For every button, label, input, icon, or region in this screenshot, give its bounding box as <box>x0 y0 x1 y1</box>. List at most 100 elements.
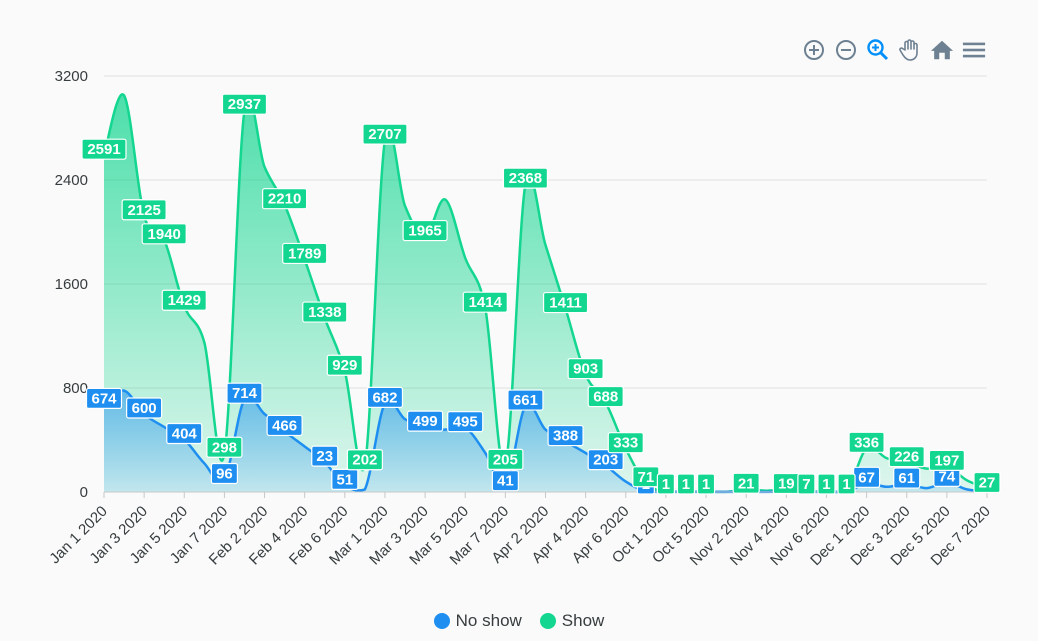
y-tick-label: 0 <box>80 484 88 501</box>
data-label-box <box>507 389 544 411</box>
data-label-box <box>487 448 524 470</box>
data-label-box <box>447 411 484 433</box>
data-label-text: 202 <box>352 452 377 469</box>
data-label-box <box>542 291 589 314</box>
y-tick-label: 1600 <box>55 276 88 293</box>
data-label: 2368 <box>502 167 549 189</box>
data-label-text: 19 <box>778 476 795 493</box>
data-label-box <box>656 473 676 495</box>
home-icon[interactable] <box>930 38 954 62</box>
data-label-text: 67 <box>858 469 875 486</box>
data-label-box <box>282 242 328 265</box>
data-label: 1940 <box>141 223 187 245</box>
data-label-text: 674 <box>91 390 117 407</box>
data-label-text: 1338 <box>308 304 341 321</box>
data-label: 21 <box>732 472 760 494</box>
data-label: 1429 <box>161 289 207 311</box>
zoom-out-icon[interactable] <box>834 38 858 62</box>
data-label-box <box>221 93 268 115</box>
data-label-text: 1965 <box>408 223 441 240</box>
data-label-text: 71 <box>637 469 654 486</box>
data-label-text: 2125 <box>127 202 160 219</box>
data-label-box <box>346 449 383 471</box>
data-label: 2937 <box>221 93 268 115</box>
data-label-box <box>141 223 187 245</box>
data-label-box <box>166 422 203 445</box>
data-label-box <box>797 473 816 495</box>
y-tick-label: 2400 <box>55 172 88 189</box>
data-label: 1 <box>696 473 716 495</box>
data-label-text: 51 <box>336 471 353 488</box>
data-label: 7 <box>797 473 816 495</box>
data-label-box <box>732 472 760 494</box>
data-label-text: 298 <box>212 439 237 456</box>
chart-toolbar <box>802 38 986 62</box>
data-label-text: 27 <box>979 474 996 491</box>
data-label-text: 96 <box>216 466 233 483</box>
data-label-text: 714 <box>232 385 258 402</box>
legend-marker-show <box>539 613 556 629</box>
data-label-text: 74 <box>939 468 956 485</box>
data-label: 1 <box>656 473 676 495</box>
data-label: 929 <box>326 354 363 376</box>
data-label-text: 41 <box>497 473 514 490</box>
data-label-text: 1940 <box>148 226 181 243</box>
pan-hand-icon[interactable] <box>898 38 922 62</box>
data-label: 61 <box>893 467 921 489</box>
data-label-box <box>676 473 696 495</box>
legend-item-show[interactable]: Show <box>539 611 605 631</box>
data-label-box <box>406 410 444 432</box>
data-label-box <box>502 167 549 189</box>
data-label-box <box>817 473 836 495</box>
data-label: 67 <box>852 466 881 488</box>
data-label-text: 203 <box>593 452 618 469</box>
data-label-box <box>893 467 921 489</box>
data-label-box <box>262 188 308 210</box>
selection-zoom-icon[interactable] <box>866 38 890 62</box>
data-label: 688 <box>587 385 624 408</box>
y-tick-label: 800 <box>63 380 88 397</box>
data-label-text: 466 <box>272 417 297 434</box>
data-label-box <box>126 397 163 419</box>
data-label-text: 2591 <box>87 141 120 158</box>
data-label-box <box>848 431 885 453</box>
data-label: 682 <box>366 386 404 408</box>
data-label-text: 61 <box>898 470 915 487</box>
data-label: 674 <box>85 387 123 409</box>
data-label-box <box>587 385 624 408</box>
data-label-text: 336 <box>854 434 879 451</box>
data-label-box <box>206 436 243 458</box>
data-label-box <box>362 123 408 145</box>
data-label-text: 682 <box>372 389 397 406</box>
menu-icon[interactable] <box>962 38 986 62</box>
legend-label: Show <box>561 611 605 630</box>
data-label-box <box>587 449 624 471</box>
data-label: 903 <box>567 358 604 380</box>
data-label: 71 <box>632 466 660 488</box>
data-label-box <box>547 424 584 447</box>
data-label: 1338 <box>302 301 348 323</box>
zoom-in-icon[interactable] <box>802 38 826 62</box>
data-label-text: 197 <box>934 452 959 469</box>
data-label: 388 <box>547 424 584 447</box>
data-label-box <box>462 291 508 313</box>
y-tick-label: 3200 <box>55 68 88 85</box>
data-label: 19 <box>772 472 800 495</box>
data-label-box <box>837 473 856 495</box>
data-label: 226 <box>888 446 925 468</box>
data-label: 495 <box>447 411 484 433</box>
data-label: 1 <box>837 473 856 495</box>
legend-item-no-show[interactable]: No show <box>433 611 522 631</box>
data-label-text: 404 <box>172 425 198 442</box>
data-label-text: 1 <box>842 476 850 493</box>
data-label: 1414 <box>462 291 508 313</box>
data-label: 298 <box>206 436 243 458</box>
data-label: 2125 <box>121 199 167 221</box>
data-label-box <box>607 432 644 454</box>
data-label-text: 1 <box>822 476 830 493</box>
data-label: 41 <box>491 470 519 492</box>
data-label-text: 1414 <box>469 294 503 311</box>
data-label: 2591 <box>81 138 127 160</box>
data-label-text: 1789 <box>288 245 321 262</box>
